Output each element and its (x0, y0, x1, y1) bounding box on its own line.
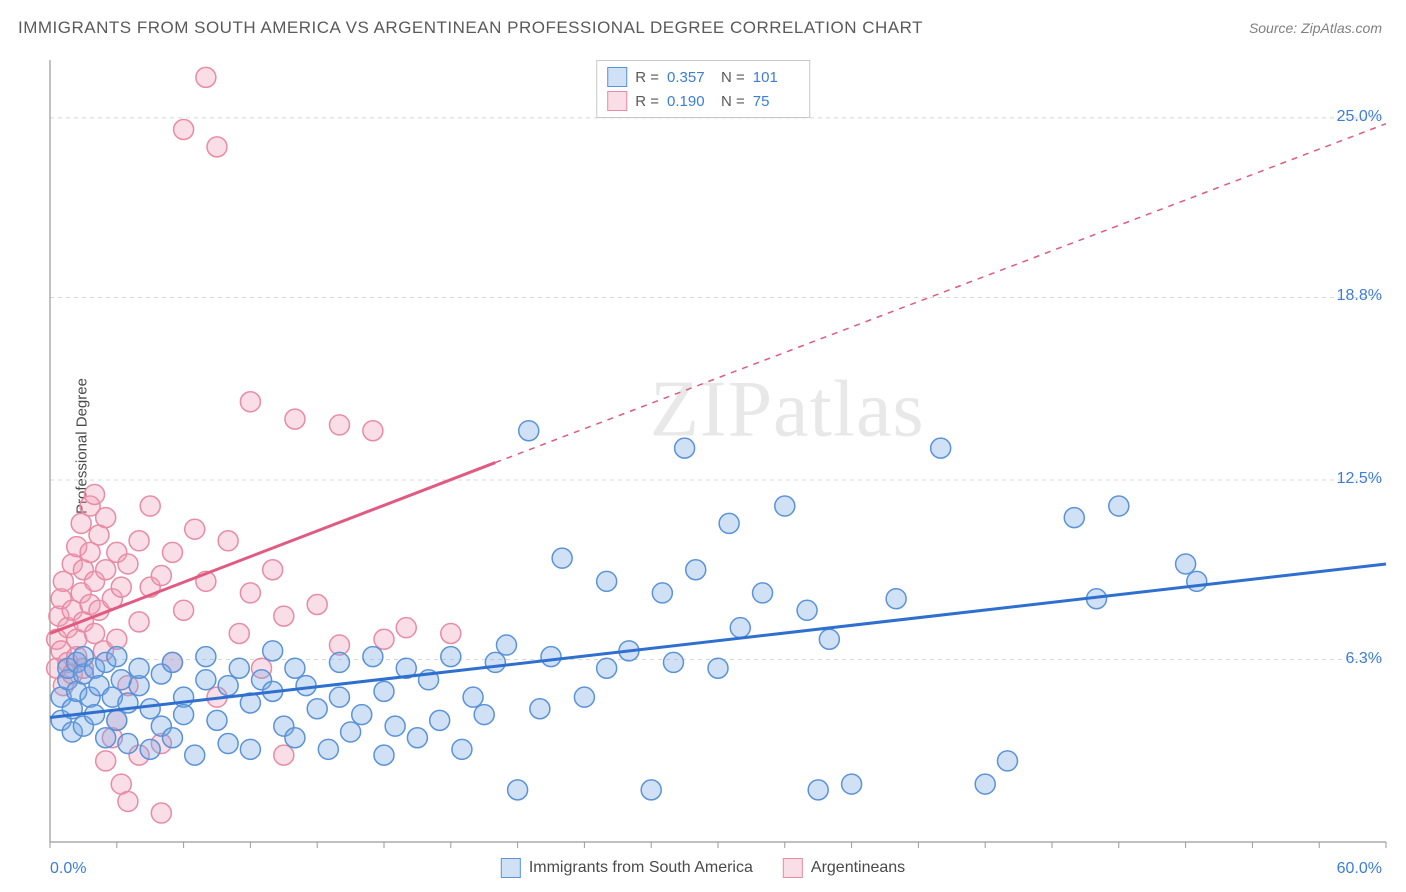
n-value-pink: 75 (753, 93, 799, 110)
legend-label-pink: Argentineans (811, 859, 905, 877)
x-axis-min: 0.0% (50, 860, 86, 878)
r-value-blue: 0.357 (667, 69, 713, 86)
swatch-blue (607, 67, 627, 87)
n-label: N = (721, 93, 745, 110)
swatch-pink (607, 91, 627, 111)
r-label: R = (635, 69, 659, 86)
r-value-pink: 0.190 (667, 93, 713, 110)
n-value-blue: 101 (753, 69, 799, 86)
legend-swatch-pink (783, 858, 803, 878)
y-tick-label: 18.8% (1337, 287, 1382, 305)
y-tick-label: 12.5% (1337, 470, 1382, 488)
stats-row-blue: R = 0.357 N = 101 (607, 65, 799, 89)
x-axis-max: 60.0% (1337, 860, 1382, 878)
legend-swatch-blue (501, 858, 521, 878)
legend-label-blue: Immigrants from South America (529, 859, 753, 877)
y-tick-label: 6.3% (1346, 650, 1382, 668)
legend-item-pink: Argentineans (783, 858, 905, 878)
correlation-stats-box: R = 0.357 N = 101 R = 0.190 N = 75 (596, 60, 810, 118)
n-label: N = (721, 69, 745, 86)
legend: Immigrants from South America Argentinea… (501, 858, 905, 878)
r-label: R = (635, 93, 659, 110)
y-tick-label: 25.0% (1337, 108, 1382, 126)
stats-row-pink: R = 0.190 N = 75 (607, 89, 799, 113)
legend-item-blue: Immigrants from South America (501, 858, 753, 878)
scatter-chart (0, 0, 1406, 892)
